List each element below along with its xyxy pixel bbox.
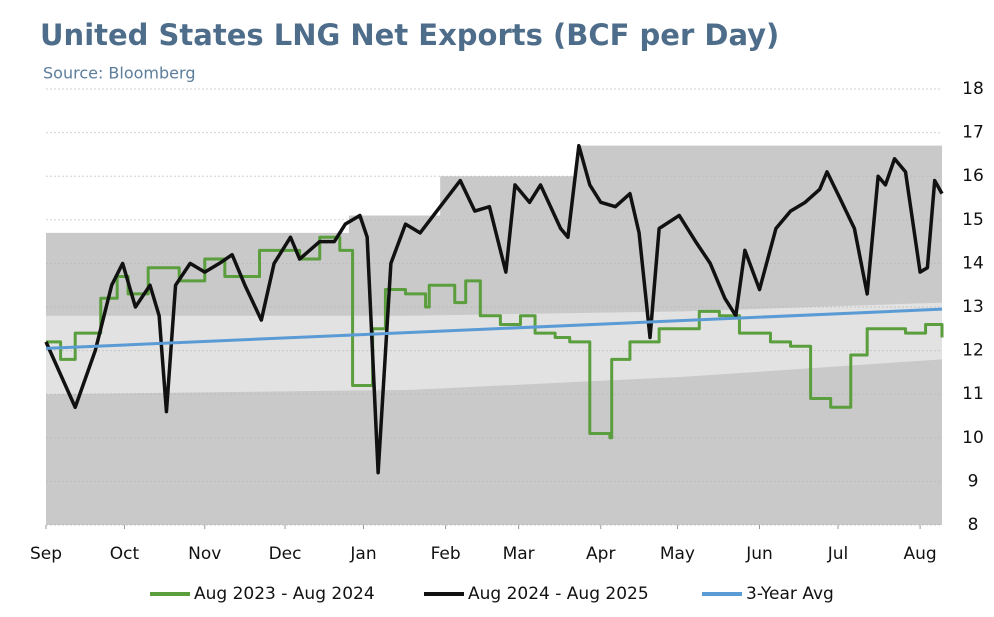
y-tick-label: 8	[968, 515, 979, 535]
y-tick-label: 11	[962, 384, 984, 404]
x-tick-label: Feb	[431, 544, 461, 564]
legend-label: Aug 2023 - Aug 2024	[194, 584, 375, 604]
x-tick-label: Mar	[503, 544, 535, 564]
x-tick-label: Nov	[188, 544, 221, 564]
y-tick-label: 15	[962, 210, 984, 230]
x-tick-label: Dec	[269, 544, 302, 564]
series-line	[44, 143, 944, 475]
series-line	[46, 235, 944, 440]
y-tick-label: 9	[968, 471, 979, 491]
y-tick-label: 17	[962, 123, 984, 143]
y-tick-label: 16	[962, 166, 984, 186]
legend-label: Aug 2024 - Aug 2025	[468, 584, 649, 604]
y-tick-label: 13	[962, 297, 984, 317]
x-tick-label: Apr	[586, 544, 615, 564]
x-tick-label: May	[660, 544, 695, 564]
x-tick-label: Oct	[110, 544, 140, 564]
x-tick-label: Jun	[745, 544, 773, 564]
x-tick-label: Aug	[904, 544, 937, 564]
x-tick-label: Jul	[827, 544, 849, 564]
chart-subtitle: Source: Bloomberg	[43, 64, 195, 83]
x-tick-label: Sep	[30, 544, 62, 564]
series-line	[45, 307, 943, 350]
x-tick-label: Jan	[349, 544, 376, 564]
chart-title: United States LNG Net Exports (BCF per D…	[40, 18, 779, 52]
y-tick-label: 14	[962, 253, 984, 273]
range-band-area	[46, 302, 942, 395]
y-tick-label: 18	[962, 79, 984, 99]
legend-label: 3-Year Avg	[746, 584, 834, 604]
y-tick-label: 12	[962, 341, 984, 361]
y-tick-label: 10	[962, 428, 984, 448]
